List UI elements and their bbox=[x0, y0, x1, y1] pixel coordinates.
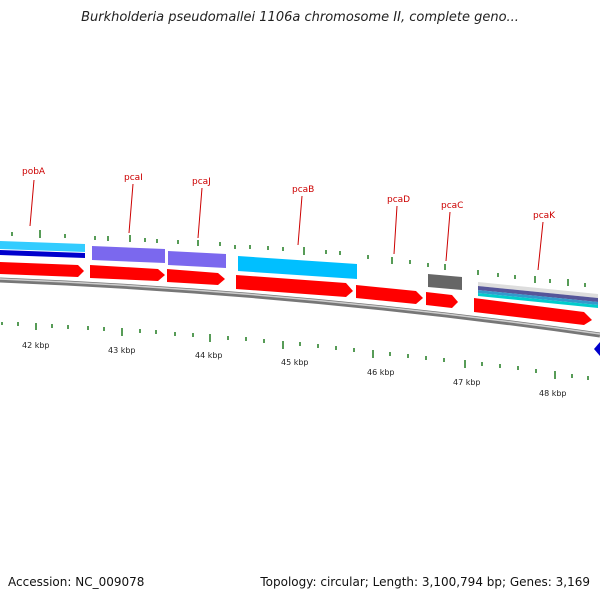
kbp-label: 46 kbp bbox=[367, 368, 395, 377]
kbp-label: 48 kbp bbox=[539, 389, 567, 398]
cds-arrow bbox=[90, 265, 165, 281]
feature-bar bbox=[478, 290, 598, 305]
gene-label-pcaJ: pcaJ bbox=[192, 177, 211, 187]
kbp-label: 44 kbp bbox=[195, 351, 223, 360]
accession-text: Accession: NC_009078 bbox=[8, 575, 145, 589]
cds-arrow bbox=[236, 275, 353, 297]
map-title: Burkholderia pseudomallei 1106a chromoso… bbox=[81, 10, 519, 25]
feature-bar bbox=[478, 293, 598, 308]
backbone-track-highlight bbox=[0, 278, 600, 335]
cds-arrow bbox=[0, 262, 84, 277]
cds-arrow bbox=[426, 292, 458, 308]
feature-bar bbox=[478, 282, 598, 298]
feature-track-upper bbox=[0, 241, 598, 308]
kbp-label: 43 kbp bbox=[108, 346, 136, 355]
feature-bar bbox=[92, 246, 165, 263]
gene-label-pobA: pobA bbox=[22, 167, 46, 177]
genome-stats-text: Topology: circular; Length: 3,100,794 bp… bbox=[260, 575, 590, 589]
feature-bar bbox=[168, 251, 226, 268]
kbp-scale-labels: 42 kbp 43 kbp 44 kbp 45 kbp 46 kbp 47 kb… bbox=[22, 341, 567, 398]
feature-bar bbox=[0, 250, 85, 258]
gene-label-pcaK: pcaK bbox=[533, 211, 556, 221]
gene-label-pcaB: pcaB bbox=[292, 185, 314, 195]
lower-tick-row bbox=[1, 322, 589, 380]
kbp-label: 47 kbp bbox=[453, 378, 481, 387]
gene-label-pcaD: pcaD bbox=[387, 195, 410, 205]
feature-bar bbox=[0, 241, 85, 252]
feature-bar bbox=[238, 256, 357, 279]
feature-bar bbox=[478, 286, 598, 302]
cds-arrow bbox=[474, 298, 592, 325]
backbone-track bbox=[0, 277, 600, 338]
gene-leaders bbox=[29, 179, 544, 271]
gene-label-pcaI: pcaI bbox=[124, 173, 143, 183]
kbp-label: 45 kbp bbox=[281, 358, 309, 367]
strand-marker-icon bbox=[594, 342, 600, 356]
cds-track bbox=[0, 262, 592, 325]
gene-label-pcaC: pcaC bbox=[441, 201, 463, 211]
upper-tick-row bbox=[11, 230, 586, 287]
gene-labels: pobA pcaI pcaJ pcaB pcaD pcaC pcaK bbox=[22, 167, 556, 221]
cds-arrow bbox=[356, 285, 423, 304]
feature-bar bbox=[428, 274, 462, 290]
cds-arrow bbox=[167, 269, 225, 285]
kbp-label: 42 kbp bbox=[22, 341, 50, 350]
